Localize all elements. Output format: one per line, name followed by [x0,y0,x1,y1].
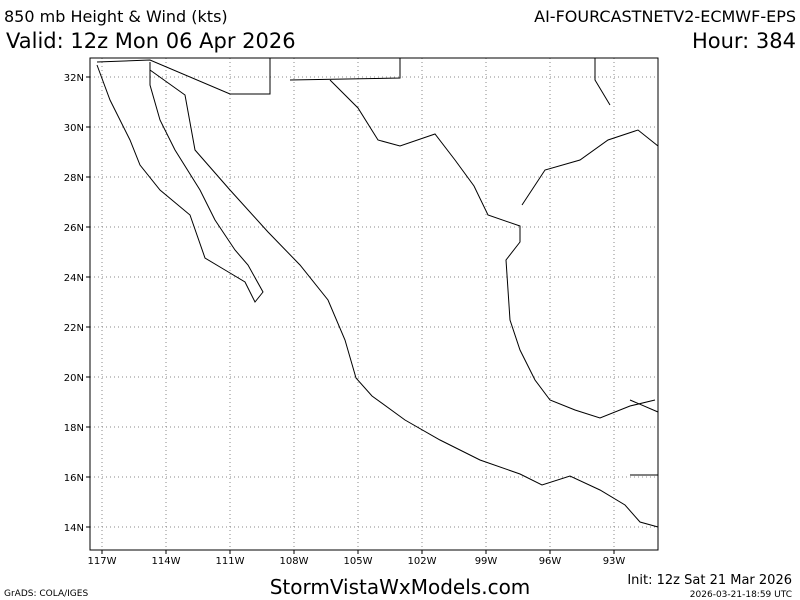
lat-label: 22N [64,323,84,334]
forecast-hour: Hour: 384 [692,29,796,53]
lat-label: 30N [64,123,84,134]
lon-label: 105W [344,556,373,567]
lon-label: 102W [408,556,437,567]
lon-label: 114W [152,556,181,567]
lat-label: 16N [64,473,84,484]
lon-label: 108W [280,556,309,567]
coastlines [96,58,659,528]
lat-label: 14N [64,523,84,534]
lat-label: 28N [64,173,84,184]
lon-label: 117W [88,556,117,567]
lon-label: 93W [603,556,626,567]
coastline [96,62,264,303]
lat-label: 32N [64,73,84,84]
init-time: Init: 12z Sat 21 Mar 2026 [627,573,792,588]
valid-time: Valid: 12z Mon 06 Apr 2026 [6,29,296,53]
map-frame [89,57,659,551]
lon-label: 96W [539,556,562,567]
timestamp: 2026-03-21-18:59 UTC [690,590,792,600]
coastline [149,69,659,528]
border [96,58,659,476]
title: 850 mb Height & Wind (kts) [4,7,228,26]
model-name: AI-FOURCASTNETV2-ECMWF-EPS [534,7,796,26]
site-name: StormVistaWxModels.com [270,575,531,599]
lat-label: 18N [64,423,84,434]
coastline [521,129,659,206]
lat-label: 24N [64,273,84,284]
lat-label: 26N [64,223,84,234]
lon-label: 99W [475,556,498,567]
lat-label: 20N [64,373,84,384]
lon-label: 111W [216,556,245,567]
credit: GrADS: COLA/IGES [4,589,88,599]
coastline [329,79,656,419]
grid [86,58,658,554]
